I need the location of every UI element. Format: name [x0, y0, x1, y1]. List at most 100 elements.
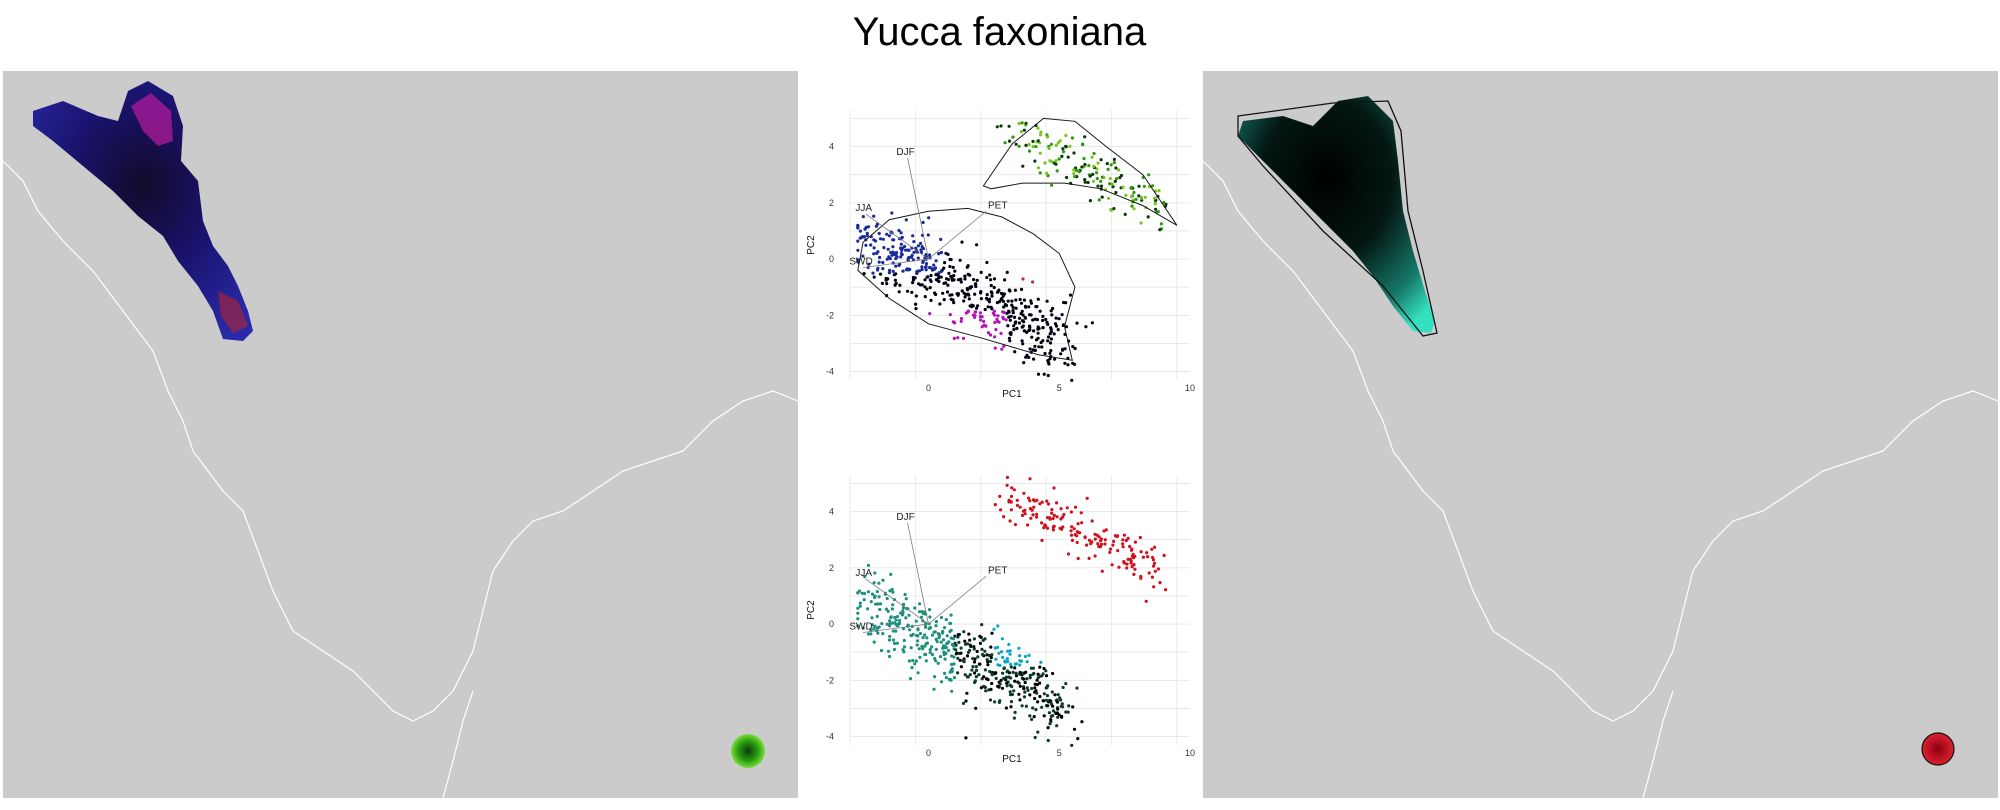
data-point	[999, 331, 1003, 335]
data-point	[1064, 144, 1068, 148]
data-point	[918, 610, 922, 614]
data-point	[1021, 324, 1025, 328]
data-point	[894, 253, 898, 257]
data-point	[1024, 305, 1028, 309]
axis-ticks: 0 5 10 -4 -2 0 2 4	[826, 142, 1195, 393]
data-point	[858, 604, 862, 608]
data-point	[1001, 294, 1005, 298]
data-point	[1144, 599, 1148, 603]
data-point	[996, 319, 1000, 323]
data-point	[1089, 542, 1093, 546]
x-tick-label: 5	[1057, 383, 1062, 393]
y-tick-label: -2	[826, 675, 834, 685]
data-point	[1065, 175, 1069, 180]
map-left-svg	[3, 81, 798, 798]
pca-scatter-bottom: DJF JJA PET SWD 0 5 10 -4 -2 0 2 4 PC1 PC2	[800, 450, 1200, 810]
data-point	[1056, 707, 1060, 711]
data-point	[974, 668, 979, 672]
data-point	[1080, 521, 1084, 525]
data-point	[978, 634, 982, 638]
data-point	[1013, 320, 1017, 324]
data-point	[1055, 700, 1060, 704]
data-point	[1051, 306, 1055, 311]
data-point	[1091, 172, 1095, 176]
data-point	[943, 671, 947, 675]
data-point	[996, 684, 1000, 688]
data-point	[1018, 654, 1022, 658]
data-point	[878, 272, 883, 276]
data-point	[916, 256, 920, 260]
data-point	[947, 271, 951, 275]
data-point	[1072, 527, 1076, 531]
data-point	[1046, 335, 1051, 339]
data-point	[1033, 344, 1037, 348]
data-point	[1060, 154, 1064, 158]
data-point	[1020, 513, 1025, 517]
data-point	[908, 267, 912, 271]
data-point	[996, 314, 1000, 318]
data-point	[938, 655, 943, 659]
data-point	[974, 284, 978, 289]
data-point	[1017, 144, 1021, 148]
data-point	[856, 239, 860, 243]
data-point	[856, 258, 860, 262]
data-point	[956, 671, 960, 675]
data-point	[877, 581, 881, 585]
data-point	[894, 629, 898, 633]
data-point	[1040, 521, 1044, 525]
data-point	[949, 613, 953, 617]
data-point	[1153, 545, 1157, 549]
data-point	[943, 261, 947, 265]
data-point	[975, 278, 979, 282]
data-point	[1020, 309, 1024, 313]
data-point	[1023, 508, 1027, 512]
data-point	[1038, 665, 1042, 669]
data-point	[974, 675, 978, 679]
data-point	[1110, 182, 1114, 186]
data-point	[882, 246, 886, 250]
data-point	[1092, 164, 1096, 168]
data-point	[1001, 317, 1006, 321]
data-point	[1074, 168, 1078, 173]
data-point	[1102, 176, 1106, 180]
data-point	[1088, 174, 1092, 178]
data-point	[943, 626, 947, 630]
data-point	[944, 618, 948, 622]
data-point	[1042, 692, 1046, 696]
data-point	[989, 278, 993, 282]
outlier-blob-right	[1921, 732, 1955, 766]
data-point	[1090, 155, 1094, 159]
data-point	[1066, 155, 1070, 159]
data-point	[906, 258, 910, 262]
data-point	[1050, 511, 1054, 515]
data-point	[1072, 727, 1077, 731]
data-point	[1067, 704, 1071, 708]
data-point	[1080, 165, 1084, 169]
data-point	[1051, 528, 1055, 532]
data-point	[937, 271, 941, 275]
data-point	[949, 274, 953, 278]
data-point	[1045, 694, 1050, 698]
data-point	[1047, 146, 1051, 151]
data-point	[985, 275, 989, 280]
data-point	[1097, 198, 1101, 202]
data-point	[863, 591, 867, 596]
data-point	[994, 676, 998, 680]
data-point	[1069, 529, 1073, 533]
data-point	[1008, 339, 1012, 343]
data-point	[1105, 162, 1109, 166]
data-point	[862, 598, 866, 602]
data-point	[934, 637, 938, 641]
data-point	[1025, 686, 1029, 690]
data-point	[881, 578, 885, 582]
data-point	[1000, 637, 1004, 641]
data-point	[999, 508, 1003, 512]
data-point	[983, 649, 987, 653]
data-point	[1142, 184, 1146, 188]
data-point	[873, 624, 877, 628]
data-point	[968, 673, 972, 677]
data-point	[1038, 309, 1042, 313]
data-point	[942, 638, 946, 642]
data-point	[950, 662, 954, 667]
data-point	[894, 272, 898, 276]
